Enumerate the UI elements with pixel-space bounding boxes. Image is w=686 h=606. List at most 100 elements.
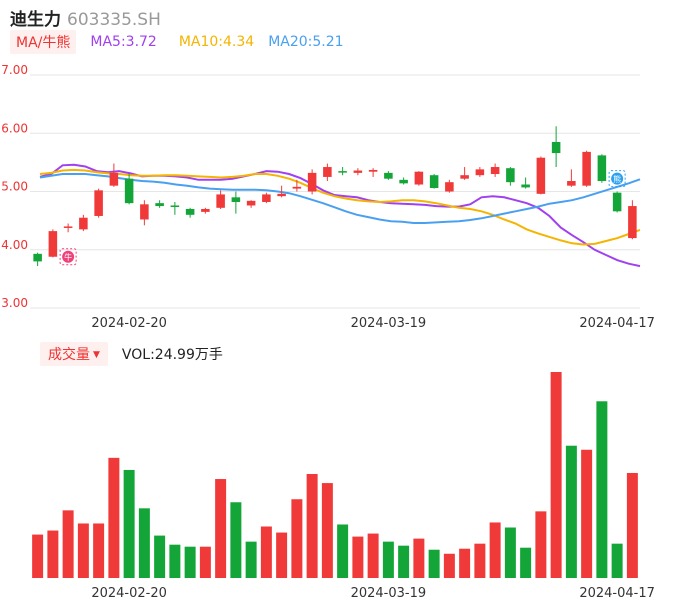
volume-bar xyxy=(596,401,608,578)
stock-title: 迪生力 603335.SH xyxy=(10,5,161,30)
volume-bar xyxy=(321,483,333,578)
y-tick-label: 4.00 xyxy=(1,238,28,252)
volume-bar xyxy=(550,372,562,578)
volume-value: VOL:24.99万手 xyxy=(121,347,223,363)
volume-bar xyxy=(306,473,318,578)
volume-bar xyxy=(32,534,44,578)
candle-body xyxy=(490,167,500,175)
volume-toggle-button[interactable]: 成交量 ▼ xyxy=(40,342,108,366)
ma-legend: MA/牛熊 MA5:3.72 MA10:4.34 MA20:5.21 xyxy=(10,30,344,54)
candle-body xyxy=(246,200,256,206)
candle-body xyxy=(521,184,530,188)
candle-body xyxy=(628,206,637,239)
volume-bar xyxy=(230,502,242,578)
price-x-tick-label: 2024-02-20 xyxy=(91,316,167,331)
volume-bar xyxy=(276,532,288,578)
bear-badge-label: 熊 xyxy=(613,174,621,184)
candle-body xyxy=(445,182,454,192)
ma10-label: MA10:4.34 xyxy=(178,34,255,50)
price-x-tick-label: 2024-04-17 xyxy=(579,316,655,331)
y-tick-label: 6.00 xyxy=(1,121,28,135)
volume-bar xyxy=(337,524,349,578)
candle-body xyxy=(63,226,73,228)
volume-bar xyxy=(535,511,547,578)
bear-badge-frame xyxy=(608,170,626,188)
volume-bar xyxy=(47,530,59,578)
ma-toggle-button[interactable]: MA/牛熊 xyxy=(10,30,77,54)
stock-name: 迪生力 xyxy=(10,10,61,30)
candle-body xyxy=(368,169,378,172)
candle-body xyxy=(292,186,302,189)
volume-bar xyxy=(459,548,471,578)
volume-bar xyxy=(62,510,74,578)
ma20-label: MA20:5.21 xyxy=(268,34,344,50)
candle-body xyxy=(338,171,347,173)
volume-bar xyxy=(428,549,440,578)
candle-body xyxy=(612,192,622,212)
candle-body xyxy=(384,172,393,179)
price-x-tick-label: 2024-03-19 xyxy=(351,316,427,331)
bull-badge-icon xyxy=(62,250,75,263)
volume-bar xyxy=(626,472,638,578)
candle-body xyxy=(323,167,332,177)
candle-body xyxy=(109,172,119,186)
candle-body xyxy=(262,194,271,202)
volume-bar xyxy=(611,543,623,578)
volume-x-tick-label: 2024-03-19 xyxy=(351,586,427,601)
candle-body xyxy=(597,155,607,182)
volume-bar xyxy=(504,527,516,578)
candle-body xyxy=(307,172,317,192)
candle-body xyxy=(94,190,103,216)
volume-bar xyxy=(123,469,135,578)
candle-body xyxy=(429,175,439,189)
candle-body xyxy=(48,231,58,257)
candle-body xyxy=(185,208,195,215)
volume-bar xyxy=(520,547,532,578)
volume-bar xyxy=(367,533,379,578)
candle-body xyxy=(216,194,225,208)
volume-bar xyxy=(581,449,593,578)
volume-bar xyxy=(154,535,166,578)
candle-body xyxy=(277,193,286,197)
caret-down-icon: ▼ xyxy=(93,350,100,360)
volume-bar xyxy=(565,445,577,578)
ma20-line xyxy=(39,173,641,224)
volume-legend: 成交量 ▼ VOL:24.99万手 xyxy=(40,342,223,366)
ma10-line xyxy=(39,168,641,246)
ma5-label: MA5:3.72 xyxy=(90,34,157,50)
candle-body xyxy=(460,175,469,179)
volume-bar xyxy=(413,538,425,578)
bull-badge-frame xyxy=(59,248,77,266)
volume-bar xyxy=(199,546,211,578)
candle-body xyxy=(33,253,42,262)
y-tick-label: 3.00 xyxy=(1,296,28,310)
y-tick-label: 5.00 xyxy=(1,180,28,194)
volume-bar xyxy=(398,545,410,578)
volume-toggle-label: 成交量 xyxy=(48,347,90,363)
volume-bar xyxy=(352,536,364,578)
volume-bar xyxy=(443,553,455,578)
volume-bar xyxy=(138,508,150,578)
volume-bar xyxy=(184,546,196,578)
volume-x-tick-label: 2024-04-17 xyxy=(579,586,655,601)
candle-body xyxy=(551,141,561,154)
volume-bar xyxy=(489,522,501,578)
candle-body xyxy=(201,208,210,212)
volume-x-tick-label: 2024-02-20 xyxy=(91,586,167,601)
volume-bar xyxy=(169,544,181,578)
bear-badge-icon xyxy=(611,172,624,185)
candle-body xyxy=(506,168,515,183)
candle-body xyxy=(140,204,149,220)
volume-bar xyxy=(245,541,257,578)
volume-bar xyxy=(108,457,120,578)
volume-bar xyxy=(93,523,105,578)
candle-body xyxy=(582,151,591,186)
stock-code: 603335.SH xyxy=(67,10,161,30)
volume-bar xyxy=(474,543,486,578)
candle-body xyxy=(399,179,408,184)
candle-body xyxy=(124,178,134,204)
volume-bar xyxy=(215,479,227,578)
volume-bar xyxy=(260,526,272,578)
y-tick-label: 7.00 xyxy=(1,63,28,77)
